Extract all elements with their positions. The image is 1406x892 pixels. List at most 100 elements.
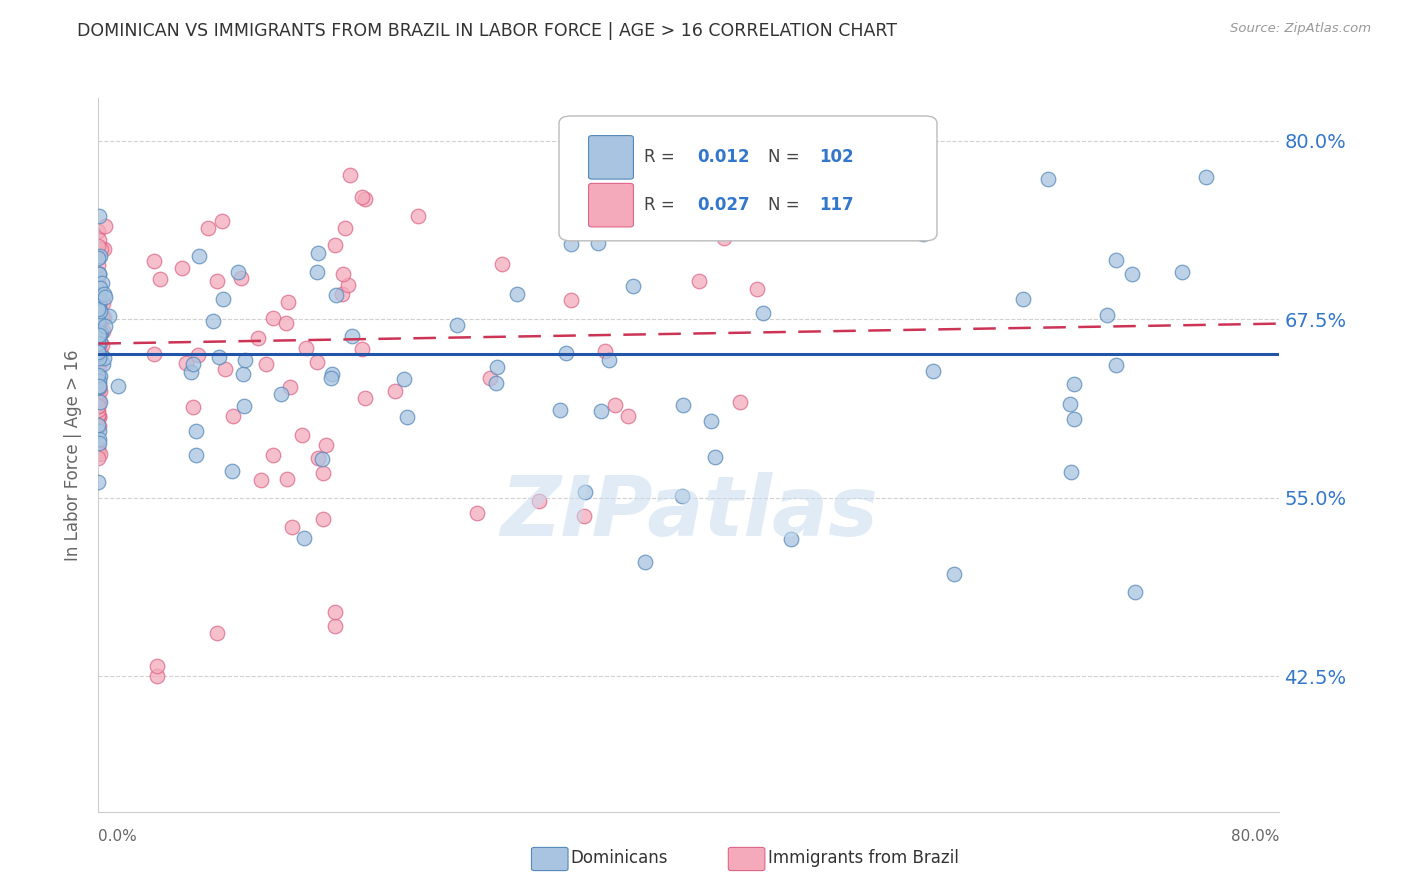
Text: ZIPatlas: ZIPatlas: [501, 472, 877, 552]
Point: [332, 287, 354, 301]
Point: [87, 343, 110, 357]
Point: [87, 309, 110, 323]
Point: [90, 310, 112, 325]
Point: [478, 371, 501, 385]
Point: [485, 359, 508, 374]
Point: [295, 341, 318, 355]
Point: [912, 227, 935, 241]
Point: [87, 326, 110, 340]
Point: [232, 399, 254, 413]
Point: [87, 383, 110, 397]
Point: [87, 441, 110, 455]
Point: [87, 392, 110, 407]
Text: N =: N =: [768, 148, 806, 166]
Point: [187, 249, 209, 263]
Point: [1060, 465, 1083, 479]
Point: [87, 308, 110, 322]
Point: [87, 451, 110, 466]
Point: [87, 307, 110, 321]
Point: [278, 379, 301, 393]
Point: [1038, 171, 1060, 186]
Point: [90, 338, 112, 352]
Point: [197, 221, 219, 235]
Point: [187, 348, 209, 362]
Point: [593, 343, 616, 358]
Point: [87, 302, 110, 317]
Point: [87, 409, 110, 423]
Point: [87, 338, 110, 352]
Point: [89, 304, 111, 318]
Point: [1011, 293, 1033, 307]
Point: [87, 297, 110, 311]
Point: [87, 409, 110, 423]
Point: [89, 327, 111, 342]
Point: [565, 145, 588, 160]
Point: [87, 425, 110, 439]
Point: [87, 395, 110, 409]
Point: [87, 334, 110, 349]
Point: [107, 379, 129, 393]
Point: [574, 508, 596, 523]
Text: 102: 102: [818, 148, 853, 166]
Point: [247, 331, 270, 345]
Point: [703, 450, 725, 465]
Point: [598, 353, 620, 368]
Point: [692, 199, 714, 213]
Point: [1095, 308, 1118, 322]
Point: [87, 317, 110, 331]
Text: Immigrants from Brazil: Immigrants from Brazil: [768, 849, 959, 867]
Point: [90, 242, 112, 256]
Point: [205, 274, 228, 288]
Point: [87, 315, 110, 329]
Point: [274, 317, 297, 331]
Point: [87, 323, 110, 337]
Point: [87, 266, 110, 280]
Point: [319, 370, 342, 384]
Point: [87, 374, 110, 388]
Point: [93, 310, 115, 325]
Point: [922, 364, 945, 378]
Point: [87, 314, 110, 328]
Point: [87, 335, 110, 350]
Point: [1123, 585, 1146, 599]
Point: [392, 372, 415, 386]
Point: [321, 367, 343, 381]
Point: [276, 472, 298, 486]
Point: [315, 438, 337, 452]
Point: [87, 346, 110, 360]
Point: [87, 408, 110, 422]
Point: [87, 258, 110, 272]
Point: [174, 356, 197, 370]
Point: [340, 328, 363, 343]
Point: [149, 271, 172, 285]
Point: [633, 555, 655, 569]
Point: [87, 387, 110, 401]
Point: [93, 357, 115, 371]
Point: [89, 419, 111, 434]
Point: [617, 409, 640, 423]
Point: [506, 286, 529, 301]
Point: [446, 318, 468, 333]
Point: [87, 409, 110, 424]
Point: [688, 274, 710, 288]
Point: [603, 398, 626, 412]
Point: [1059, 397, 1081, 411]
Point: [89, 446, 111, 460]
Text: R =: R =: [644, 196, 681, 214]
Point: [89, 281, 111, 295]
Point: [337, 277, 360, 292]
Point: [262, 448, 284, 462]
Point: [184, 448, 207, 462]
Point: [87, 382, 110, 396]
Text: DOMINICAN VS IMMIGRANTS FROM BRAZIL IN LABOR FORCE | AGE > 16 CORRELATION CHART: DOMINICAN VS IMMIGRANTS FROM BRAZIL IN L…: [77, 22, 897, 40]
Point: [89, 384, 111, 398]
Point: [751, 306, 773, 320]
Point: [87, 399, 110, 413]
Point: [406, 209, 429, 223]
Point: [87, 298, 110, 312]
Text: Dominicans: Dominicans: [571, 849, 668, 867]
Point: [146, 669, 169, 683]
Point: [350, 190, 373, 204]
Point: [323, 238, 346, 252]
Point: [87, 393, 110, 408]
